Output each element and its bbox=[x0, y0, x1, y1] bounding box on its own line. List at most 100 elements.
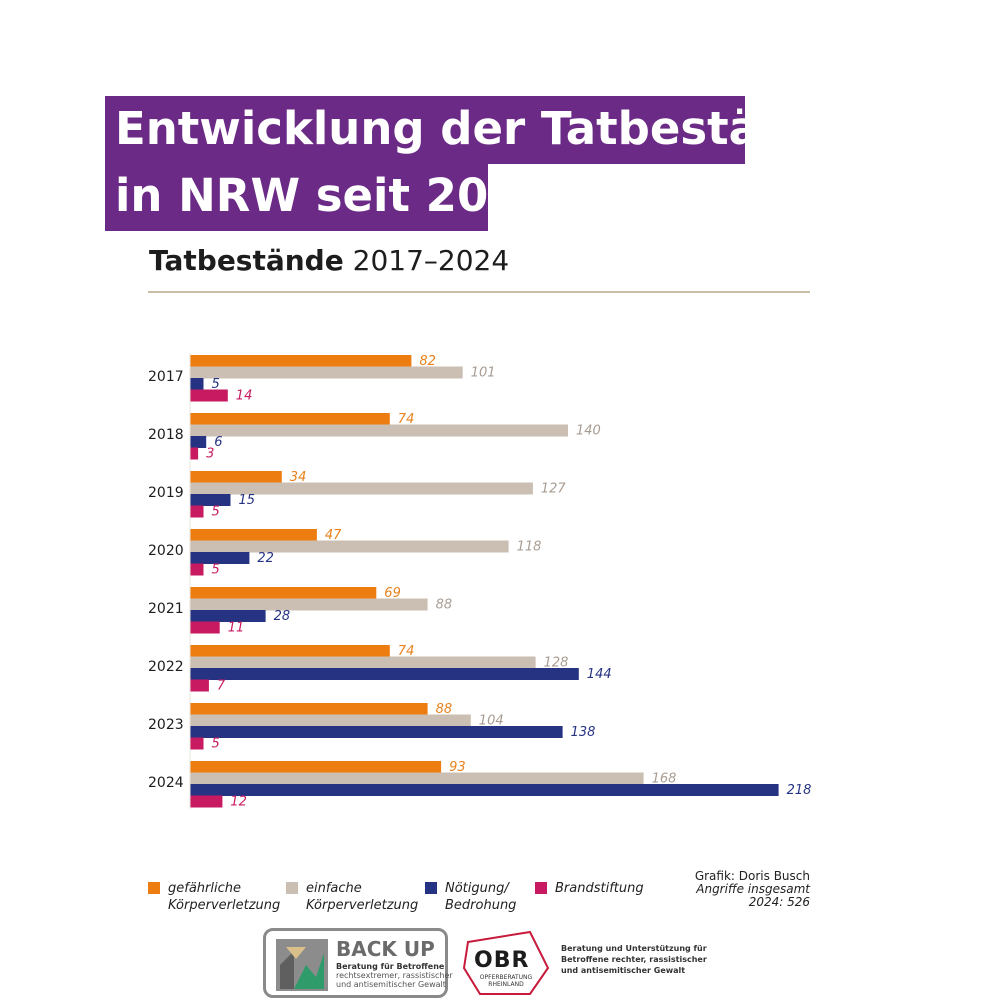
backup-wordmark: BACK UP bbox=[336, 937, 435, 961]
year-label: 2024 bbox=[148, 775, 184, 791]
subtitle-divider bbox=[148, 291, 810, 293]
bar bbox=[190, 714, 471, 727]
data-label: 15 bbox=[239, 493, 256, 508]
data-label: 3 bbox=[206, 447, 214, 462]
data-label: 128 bbox=[544, 656, 569, 671]
bar bbox=[190, 505, 204, 518]
data-label: 74 bbox=[398, 412, 415, 427]
bar bbox=[190, 679, 209, 692]
bar bbox=[190, 552, 250, 564]
bar bbox=[190, 621, 220, 634]
backup-logo: BACK UP Beratung für Betroffene rechtsex… bbox=[263, 928, 453, 998]
bar bbox=[190, 471, 282, 483]
data-label: 101 bbox=[471, 366, 496, 381]
title-line-2: in NRW seit 2017 bbox=[105, 163, 551, 231]
legend-label: Bedrohung bbox=[445, 898, 517, 913]
obr-wordmark: OBR bbox=[474, 948, 530, 973]
data-label: 5 bbox=[212, 737, 220, 752]
bar bbox=[190, 447, 199, 460]
year-label: 2018 bbox=[148, 427, 184, 443]
data-label: 5 bbox=[212, 563, 220, 578]
bar bbox=[190, 784, 779, 796]
data-label: 5 bbox=[212, 505, 220, 520]
chart-subtitle: Tatbestände 2017–2024 bbox=[149, 243, 509, 279]
legend-label: Körperverletzung bbox=[168, 898, 281, 913]
bar bbox=[190, 645, 390, 657]
bar bbox=[190, 772, 644, 785]
bar bbox=[190, 598, 428, 611]
data-label: 5 bbox=[212, 377, 220, 392]
bar bbox=[190, 424, 568, 437]
bar-chart: 2017821015142018741406320193412715520204… bbox=[148, 353, 812, 810]
year-label: 2021 bbox=[148, 601, 184, 617]
legend-label: einfache bbox=[306, 881, 362, 896]
data-label: 168 bbox=[652, 772, 677, 787]
title-line-1: Entwicklung der Tatbestände bbox=[105, 96, 854, 164]
data-label: 47 bbox=[325, 528, 342, 543]
bar bbox=[190, 540, 509, 553]
data-label: 218 bbox=[787, 783, 812, 798]
bar bbox=[190, 494, 231, 506]
subtitle-years: 2017–2024 bbox=[352, 244, 510, 277]
bar bbox=[190, 413, 390, 425]
bar bbox=[190, 795, 223, 808]
total-label: Angriffe insgesamt bbox=[696, 882, 810, 896]
legend-label: gefährliche bbox=[168, 881, 241, 896]
legend-label: Körperverletzung bbox=[306, 898, 419, 913]
bar bbox=[190, 726, 563, 738]
bar bbox=[190, 610, 266, 622]
data-label: 82 bbox=[419, 354, 436, 369]
legend-swatch bbox=[148, 882, 160, 894]
data-label: 118 bbox=[517, 540, 542, 555]
total-value: 2024: 526 bbox=[748, 895, 810, 909]
year-label: 2019 bbox=[148, 485, 184, 501]
data-label: 93 bbox=[449, 760, 466, 775]
bar bbox=[190, 529, 317, 541]
legend-label: Brandstiftung bbox=[555, 881, 644, 896]
obr-subtitle: OPFERBERATUNG RHEINLAND bbox=[479, 974, 533, 988]
data-label: 7 bbox=[217, 679, 226, 694]
bar bbox=[190, 761, 442, 773]
data-label: 138 bbox=[571, 725, 596, 740]
legend-label: Nötigung/ bbox=[445, 881, 509, 896]
data-label: 6 bbox=[214, 435, 222, 450]
data-label: 88 bbox=[436, 598, 453, 613]
bar bbox=[190, 378, 204, 390]
backup-mark-icon bbox=[276, 939, 328, 991]
year-label: 2023 bbox=[148, 717, 184, 733]
bar bbox=[190, 366, 463, 379]
bar bbox=[190, 482, 533, 495]
backup-tagline: Beratung für Betroffene rechtsextremer, … bbox=[336, 962, 453, 989]
obr-description: Beratung und Unterstützung für Betroffen… bbox=[561, 944, 707, 975]
bar bbox=[190, 355, 412, 367]
data-label: 144 bbox=[587, 667, 612, 682]
subtitle-bold: Tatbestände bbox=[149, 244, 344, 277]
obr-frame-icon bbox=[462, 930, 550, 995]
bar bbox=[190, 587, 377, 599]
data-label: 69 bbox=[384, 586, 401, 601]
data-label: 11 bbox=[228, 621, 245, 636]
bar bbox=[190, 703, 428, 715]
data-label: 127 bbox=[541, 482, 567, 497]
data-label: 28 bbox=[274, 609, 291, 624]
year-label: 2022 bbox=[148, 659, 184, 675]
bar bbox=[190, 389, 228, 402]
data-label: 104 bbox=[479, 714, 504, 729]
bar bbox=[190, 737, 204, 750]
legend-swatch bbox=[535, 882, 547, 894]
data-label: 74 bbox=[398, 644, 415, 659]
year-label: 2017 bbox=[148, 369, 184, 385]
legend-swatch bbox=[286, 882, 298, 894]
data-label: 34 bbox=[290, 470, 307, 485]
data-label: 14 bbox=[236, 389, 253, 404]
bar bbox=[190, 563, 204, 576]
bar bbox=[190, 668, 579, 680]
bar bbox=[190, 656, 536, 669]
obr-logo: OBR OPFERBERATUNG RHEINLAND bbox=[460, 928, 552, 998]
data-label: 12 bbox=[230, 795, 247, 810]
data-label: 22 bbox=[257, 551, 274, 566]
data-label: 88 bbox=[436, 702, 453, 717]
legend-swatch bbox=[425, 882, 437, 894]
data-label: 140 bbox=[576, 424, 601, 439]
credit-block: Grafik: Doris Busch Angriffe insgesamt 2… bbox=[640, 870, 810, 909]
